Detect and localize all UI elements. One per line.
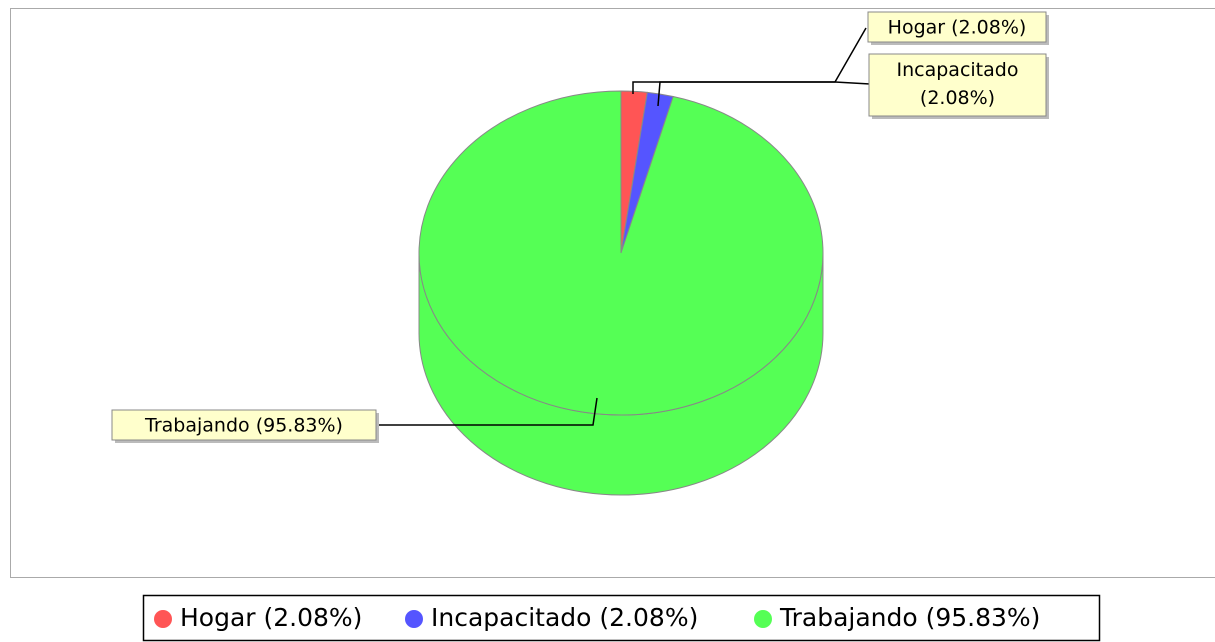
legend-swatch (405, 610, 423, 628)
leader-line (657, 81, 871, 107)
label-box (111, 409, 377, 441)
slice-label: Incapacitado (2.08%) (897, 59, 1019, 109)
legend-label: Hogar (2.08%) (180, 603, 362, 632)
leader-line (376, 397, 598, 426)
legend-swatch (754, 610, 772, 628)
legend-box (142, 594, 1101, 642)
slice-label: Trabajando (95.83%) (144, 415, 343, 437)
legend-label: Incapacitado (2.08%) (431, 603, 698, 632)
legend-label: Trabajando (95.83%) (779, 603, 1040, 632)
label-box (868, 53, 1047, 117)
leader-lines (376, 27, 871, 426)
legend-swatch (154, 610, 172, 628)
label-box (867, 11, 1047, 43)
slice (418, 90, 824, 416)
slice-label: Hogar (2.08%) (888, 17, 1027, 39)
